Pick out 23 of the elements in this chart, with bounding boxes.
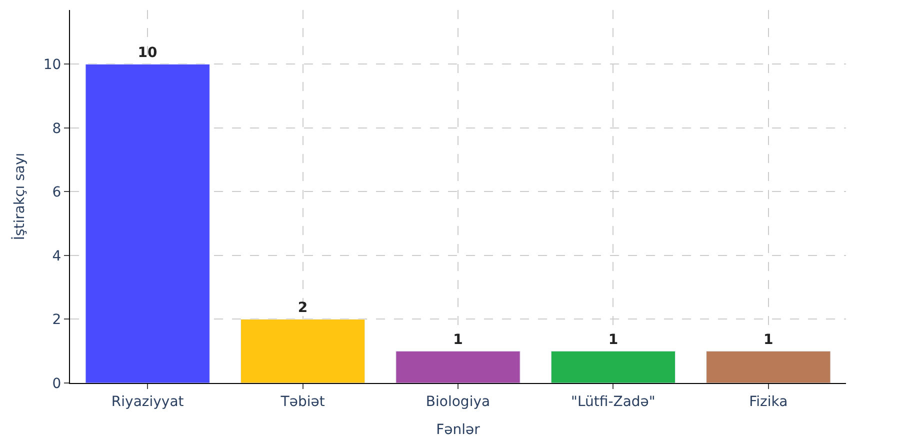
bar — [396, 350, 520, 383]
data-label: 1 — [764, 332, 774, 348]
bar — [240, 318, 366, 383]
bar — [550, 350, 676, 383]
x-tick-label: "Lütfi-Zadə" — [571, 394, 656, 410]
x-tick-label: Riyaziyyat — [111, 394, 184, 410]
bar — [706, 350, 831, 383]
bar — [85, 64, 210, 383]
y-tick-label: 8 — [52, 120, 62, 137]
y-tick-label: 10 — [43, 57, 62, 74]
x-tick-label: Fizika — [749, 394, 788, 410]
y-tick-label: 2 — [52, 312, 62, 328]
x-tick-label: Təbiət — [280, 394, 326, 410]
data-label: 1 — [608, 332, 618, 348]
y-tick-label: 0 — [52, 376, 62, 392]
data-label: 10 — [138, 45, 158, 62]
x-tick-label: Biologiya — [426, 394, 490, 410]
data-label: 1 — [453, 332, 463, 348]
y-tick-label: 6 — [52, 184, 62, 201]
data-label: 2 — [298, 300, 308, 316]
y-axis-title: İştirakçı sayı — [10, 152, 28, 240]
y-tick-label: 4 — [52, 248, 62, 264]
x-axis-title: Fənlər — [436, 422, 480, 438]
